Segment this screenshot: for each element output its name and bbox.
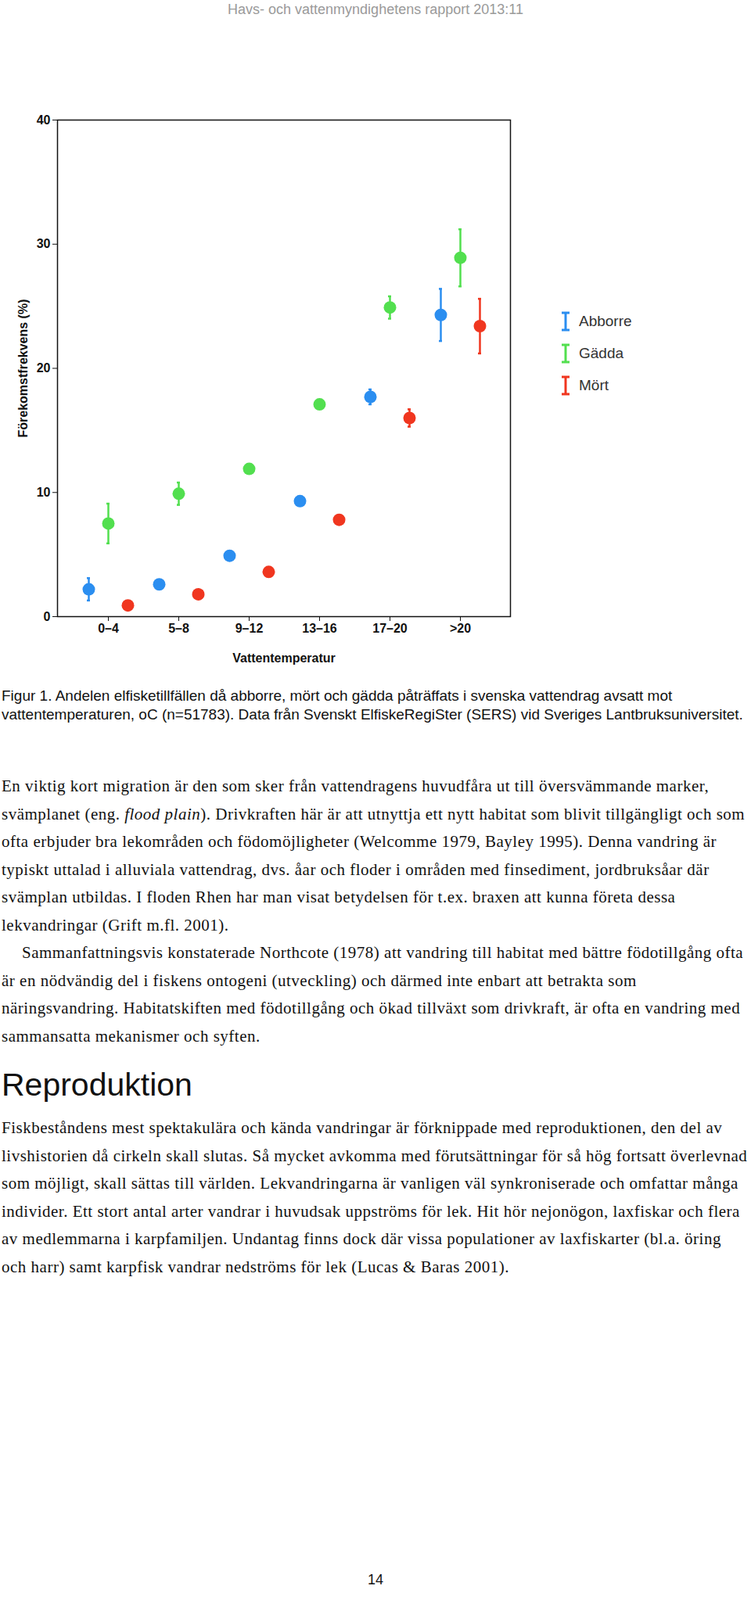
svg-text:0: 0 [43, 610, 51, 624]
html-text:Havs- och vattenmyndighetens r: Havs- och vattenmyndighetens rapport 201… [227, 1, 524, 18]
svg-text:20: 20 [36, 361, 51, 375]
html-text:Fiskbeståndens mest spektakulä: Fiskbeståndens mest spektakulära och kän… [1, 1118, 748, 1277]
html-text:Gädda: Gädda [578, 344, 624, 362]
svg-text:10: 10 [36, 485, 51, 500]
svg-text:17–20: 17–20 [372, 621, 408, 636]
html-text:Mört: Mört [578, 376, 609, 394]
svg-text:30: 30 [36, 237, 51, 251]
html-text:Reproduktion: Reproduktion [1, 1067, 193, 1104]
svg-text:5–8: 5–8 [168, 621, 190, 636]
svg-text:Vattentemperatur: Vattentemperatur [232, 651, 336, 665]
svg-text:9–12: 9–12 [235, 621, 264, 636]
html-text:En viktig kort migration är de: En viktig kort migration är den som sker… [1, 776, 745, 935]
svg-text:13–16: 13–16 [301, 621, 338, 636]
html-text:Sammanfattningsvis konstaterad: Sammanfattningsvis konstaterade Northcot… [1, 943, 744, 1046]
svg-text:40: 40 [36, 113, 51, 127]
svg-text:>20: >20 [449, 621, 471, 636]
html-text:Figur 1. Andelen elfisketillfä: Figur 1. Andelen elfisketillfällen då ab… [1, 687, 744, 723]
html-text:Abborre: Abborre [578, 312, 632, 329]
svg-text:Förekomstfrekvens (%): Förekomstfrekvens (%) [16, 299, 30, 439]
html-text:14: 14 [367, 1572, 384, 1589]
svg-text:0–4: 0–4 [97, 621, 119, 636]
